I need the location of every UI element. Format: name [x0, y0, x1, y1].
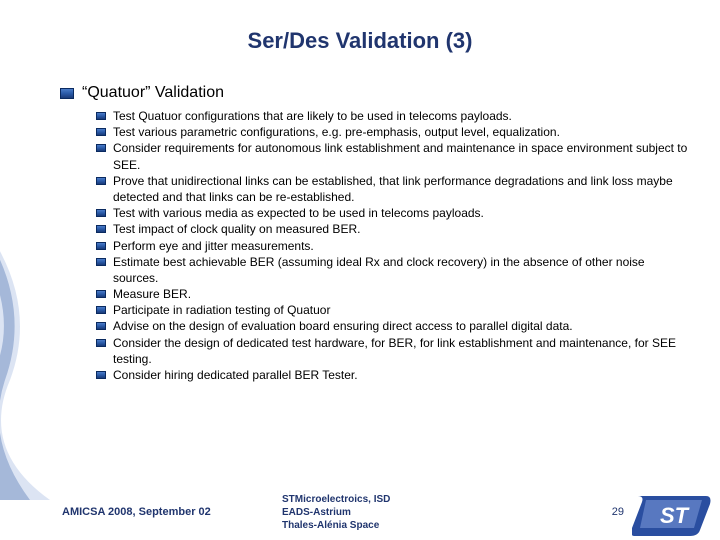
footer-orgs: STMicroelectroics, ISD EADS-Astrium Thal…: [282, 493, 482, 532]
footer-org-3: Thales-Alénia Space: [282, 519, 482, 532]
decorative-swoosh: [0, 220, 70, 500]
footer-org-1: STMicroelectroics, ISD: [282, 493, 482, 506]
list-item: Participate in radiation testing of Quat…: [96, 302, 690, 318]
bullet-icon: [96, 371, 106, 379]
bullet-icon: [60, 88, 74, 99]
bullet-icon: [96, 177, 106, 185]
list-item: Test Quatuor configurations that are lik…: [96, 108, 690, 124]
list-item: Test various parametric configurations, …: [96, 124, 690, 140]
list-item: Estimate best achievable BER (assuming i…: [96, 254, 690, 286]
section-heading: “Quatuor” Validation: [82, 84, 224, 102]
bullet-icon: [96, 112, 106, 120]
sub-list: Test Quatuor configurations that are lik…: [96, 108, 690, 383]
footer: AMICSA 2008, September 02 STMicroelectro…: [0, 484, 720, 540]
section-row: “Quatuor” Validation: [60, 84, 700, 102]
list-item: Test with various media as expected to b…: [96, 205, 690, 221]
list-item: Perform eye and jitter measurements.: [96, 238, 690, 254]
list-item: Prove that unidirectional links can be e…: [96, 173, 690, 205]
bullet-icon: [96, 258, 106, 266]
list-item: Consider requirements for autonomous lin…: [96, 140, 690, 172]
list-item: Measure BER.: [96, 286, 690, 302]
bullet-icon: [96, 339, 106, 347]
st-logo-icon: ST: [632, 490, 712, 536]
bullet-icon: [96, 322, 106, 330]
bullet-icon: [96, 242, 106, 250]
footer-event: AMICSA 2008, September 02: [62, 506, 282, 518]
svg-text:ST: ST: [660, 503, 690, 528]
bullet-icon: [96, 290, 106, 298]
list-item: Consider hiring dedicated parallel BER T…: [96, 367, 690, 383]
bullet-icon: [96, 209, 106, 217]
bullet-icon: [96, 144, 106, 152]
slide-title: Ser/Des Validation (3): [20, 28, 700, 54]
page-number: 29: [612, 506, 624, 518]
footer-org-2: EADS-Astrium: [282, 506, 482, 519]
bullet-icon: [96, 225, 106, 233]
list-item: Test impact of clock quality on measured…: [96, 221, 690, 237]
list-item: Advise on the design of evaluation board…: [96, 318, 690, 334]
list-item: Consider the design of dedicated test ha…: [96, 335, 690, 367]
bullet-icon: [96, 306, 106, 314]
bullet-icon: [96, 128, 106, 136]
